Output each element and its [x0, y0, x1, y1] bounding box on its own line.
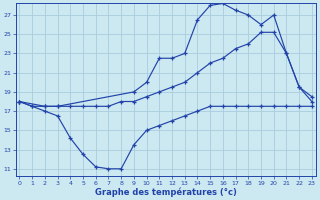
X-axis label: Graphe des températures (°c): Graphe des températures (°c) — [95, 187, 236, 197]
